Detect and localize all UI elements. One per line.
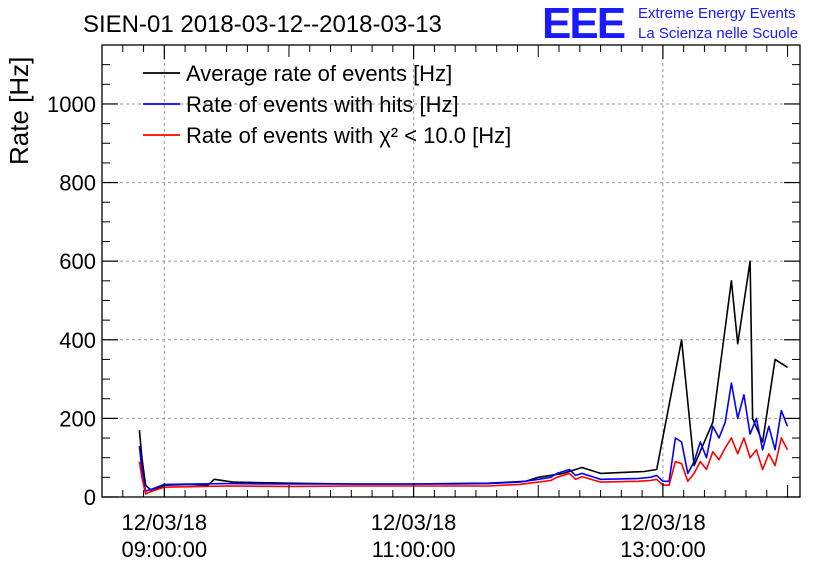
x-tick-label-date: 12/03/18 bbox=[620, 510, 706, 535]
x-tick-label-time: 11:00:00 bbox=[372, 537, 456, 562]
y-tick-label: 800 bbox=[59, 171, 96, 196]
y-tick-labels: 0 200 400 600 800 1000 bbox=[47, 92, 96, 510]
series-line-0 bbox=[138, 260, 788, 492]
legend-label-1: Rate of events with hits [Hz] bbox=[186, 92, 459, 117]
legend-label-0: Average rate of events [Hz] bbox=[186, 61, 452, 86]
x-tick-label-date: 12/03/18 bbox=[371, 510, 457, 535]
y-axis-label: Rate [Hz] bbox=[4, 57, 34, 165]
x-tick-label-date: 12/03/18 bbox=[122, 510, 208, 535]
y-tick-label: 400 bbox=[59, 328, 96, 353]
y-tick-label: 1000 bbox=[47, 92, 96, 117]
grid-lines bbox=[102, 45, 800, 497]
axis-ticks bbox=[101, 45, 800, 498]
y-tick-label: 0 bbox=[84, 485, 96, 510]
logo-line-2: La Scienza nelle Scuole bbox=[638, 25, 798, 42]
series-line-1 bbox=[138, 382, 789, 492]
x-tick-label-time: 09:00:00 bbox=[122, 537, 208, 562]
eee-logo-mark: EEE bbox=[542, 0, 625, 48]
eee-logo: EEE Extreme Energy Events La Scienza nel… bbox=[542, 0, 798, 48]
series-line-2 bbox=[138, 437, 789, 495]
logo-line-1: Extreme Energy Events bbox=[638, 5, 796, 22]
x-tick-labels: 12/03/1809:00:0012/03/1811:00:0012/03/18… bbox=[122, 510, 706, 562]
series-lines bbox=[138, 260, 789, 495]
legend: Average rate of events [Hz] Rate of event… bbox=[143, 61, 511, 148]
x-tick-label-time: 13:00:00 bbox=[620, 537, 706, 562]
legend-label-2: Rate of events with χ² < 10.0 [Hz] bbox=[186, 123, 511, 148]
chart-title: SIEN-01 2018-03-12--2018-03-13 bbox=[83, 11, 442, 38]
y-tick-label: 600 bbox=[59, 249, 96, 274]
plot-frame bbox=[101, 44, 801, 498]
y-tick-label: 200 bbox=[59, 406, 96, 431]
